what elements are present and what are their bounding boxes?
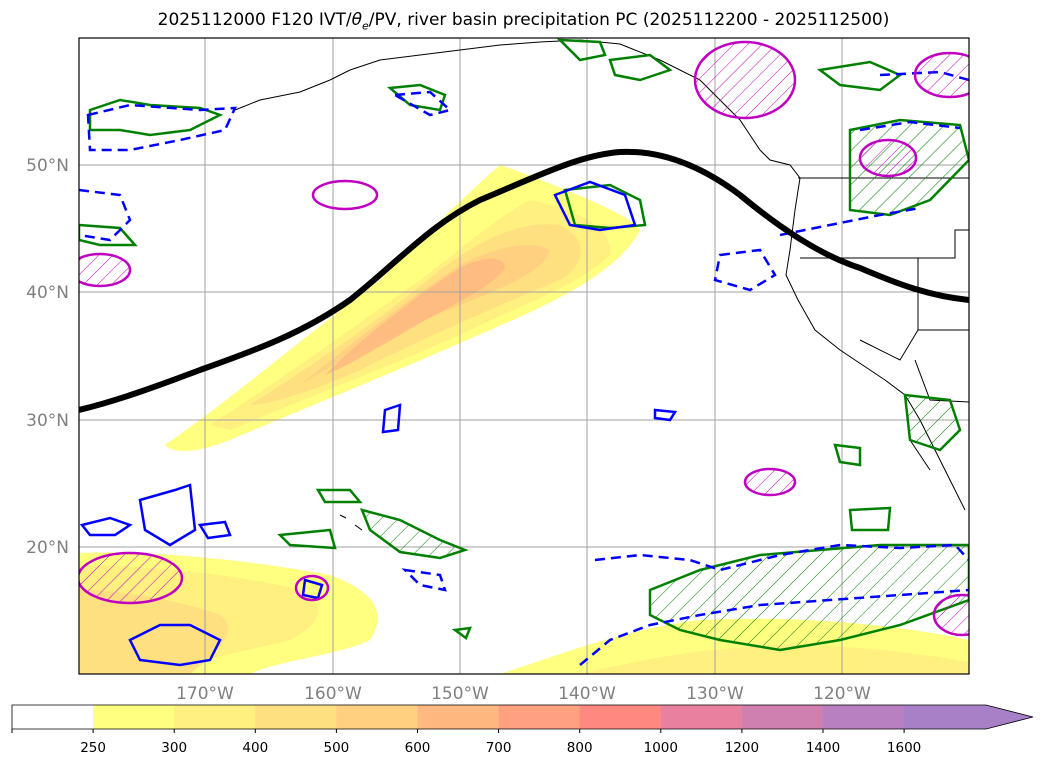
lon-label: 130°W [686,684,744,704]
colorbar-tick-label: 600 [405,740,431,756]
lat-label: 20°N [26,538,69,558]
colorbar-segment [12,705,94,729]
lat-label: 50°N [26,156,69,176]
colorbar-segment [255,705,337,729]
title-theta: θ [351,10,362,30]
colorbar-tick-label: 400 [242,740,268,756]
colorbar-segment [174,705,256,729]
colorbar-segment [741,705,824,729]
lon-label: 160°W [304,684,362,704]
title-theta-sub: e [362,19,369,33]
colorbar-tick-label: 700 [486,740,512,756]
lon-label: 120°W [813,684,871,704]
map-frame [78,37,970,675]
lat-label: 30°N [26,411,69,431]
colorbar-tick-label: 1400 [806,740,840,756]
colorbar: 250 300 400 500 600 700 800 1000 1200 1400 1600 [11,704,1034,756]
colorbar-segment [823,705,905,729]
chart-title: 2025112000 F120 IVT/θe/PV, river basin p… [0,10,1047,32]
title-suffix: /PV, river basin precipitation PC (20251… [368,10,890,30]
lon-label: 150°W [431,684,489,704]
colorbar-extend-segment [904,705,1033,729]
colorbar-tick-label: 300 [161,740,187,756]
colorbar-tick-label: 500 [324,740,350,756]
colorbar-segment [660,705,743,729]
colorbar-outline [11,704,1034,730]
lat-label: 40°N [26,283,69,303]
colorbar-tick-label: 1200 [725,740,759,756]
colorbar-ticks: 250 300 400 500 600 700 800 1000 1200 1400 1600 [11,729,921,756]
colorbar-tick-label: 250 [80,740,106,756]
title-prefix: 2025112000 F120 IVT/ [157,10,352,30]
latitude-labels: 50°N 40°N 30°N 20°N [26,156,69,558]
colorbar-tick-label: 1600 [887,740,921,756]
coastlines [234,39,969,531]
colorbar-tick-label: 1000 [644,740,678,756]
colorbar-segment [336,705,418,729]
colorbar-segments [12,705,1033,729]
colorbar-tick-label: 800 [567,740,593,756]
theta-e-negative-contours [79,70,969,667]
lon-label: 140°W [558,684,616,704]
colorbar-segment [498,705,581,729]
pv-contour [79,148,969,413]
lon-label: 170°W [176,684,234,704]
precip-pc-contours [79,40,969,637]
colorbar-segment [579,705,662,729]
longitude-labels: 170°W 160°W 150°W 140°W 130°W 120°W [176,684,871,704]
colorbar-segment [417,705,500,729]
colorbar-segment [93,705,175,729]
